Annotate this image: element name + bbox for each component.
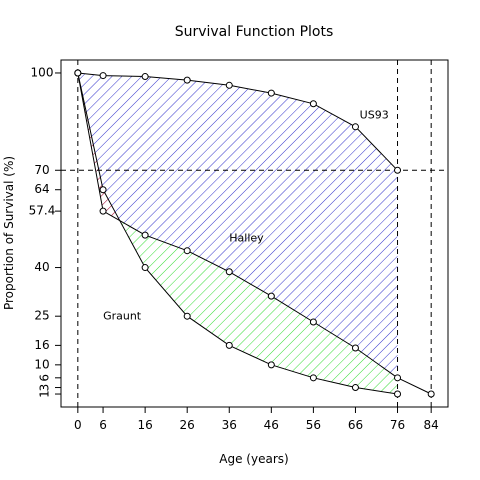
annotation-halley: Halley [229,232,264,245]
data-point-us93 [309,100,317,108]
annotation-graunt: Graunt [103,309,142,322]
data-point-graunt [309,374,317,382]
y-tick-label: 100 [31,65,54,79]
series-annotations: US93 Halley Graunt [103,108,389,322]
x-tick-label: 66 [348,418,363,432]
data-point-graunt [183,312,191,320]
x-tick-label: 46 [264,418,279,432]
x-tick-label: 36 [222,418,237,432]
data-point-halley [183,247,191,255]
y-axis-label: Proportion of Survival (%) [2,156,16,310]
x-axis: 0 6 16 26 36 46 56 66 76 84 [74,407,439,432]
reference-lines [61,60,448,407]
x-tick-label: 6 [99,418,107,432]
shaded-region-us93-halley [78,73,398,378]
y-tick-label: 10 [34,357,49,371]
x-tick-label: 16 [137,418,152,432]
data-point-us93 [183,76,191,84]
y-tick-label: 40 [34,260,49,274]
annotation-us93: US93 [360,108,389,121]
data-point-us93 [99,72,107,80]
data-point-halley [225,268,233,276]
data-points [74,69,435,398]
x-tick-label: 56 [306,418,321,432]
data-point-graunt [351,384,359,392]
data-point-us93 [351,123,359,131]
data-point-halley [394,374,402,382]
y-tick-label: 64 [34,182,49,196]
data-point-us93 [267,89,275,97]
y-tick-label: 70 [34,163,49,177]
data-point-halley [427,390,435,398]
y-tick-label: 57.4 [29,204,56,218]
data-point-halley [309,318,317,326]
data-point-graunt [267,361,275,369]
data-point-graunt [74,69,82,77]
y-tick-label: 16 [34,338,49,352]
y-axis: 13 6 10 16 25 40 57.4 64 70 100 [29,65,61,398]
plot-frame [60,59,449,408]
data-point-halley [141,231,149,239]
y-tick-label: 3 [38,384,52,392]
data-point-halley [351,344,359,352]
series-line-halley [77,72,432,395]
data-point-graunt [394,390,402,398]
x-tick-label: 84 [424,418,439,432]
y-tick-label: 1 [38,390,52,398]
data-point-graunt [141,264,149,272]
data-point-us93 [141,73,149,81]
data-point-us93 [225,81,233,89]
shaded-region-halley-graunt [120,221,398,394]
y-tick-label: 6 [38,374,52,382]
data-point-graunt [99,186,107,194]
y-tick-label: 25 [34,309,49,323]
x-tick-label: 26 [180,418,195,432]
chart-title: Survival Function Plots [175,24,334,40]
shaded-regions [78,73,398,394]
data-point-graunt [225,341,233,349]
x-tick-label: 0 [74,418,82,432]
data-point-halley [99,207,107,215]
data-point-us93 [394,166,402,174]
x-tick-label: 76 [390,418,405,432]
data-point-halley [267,292,275,300]
x-axis-label: Age (years) [219,452,288,466]
